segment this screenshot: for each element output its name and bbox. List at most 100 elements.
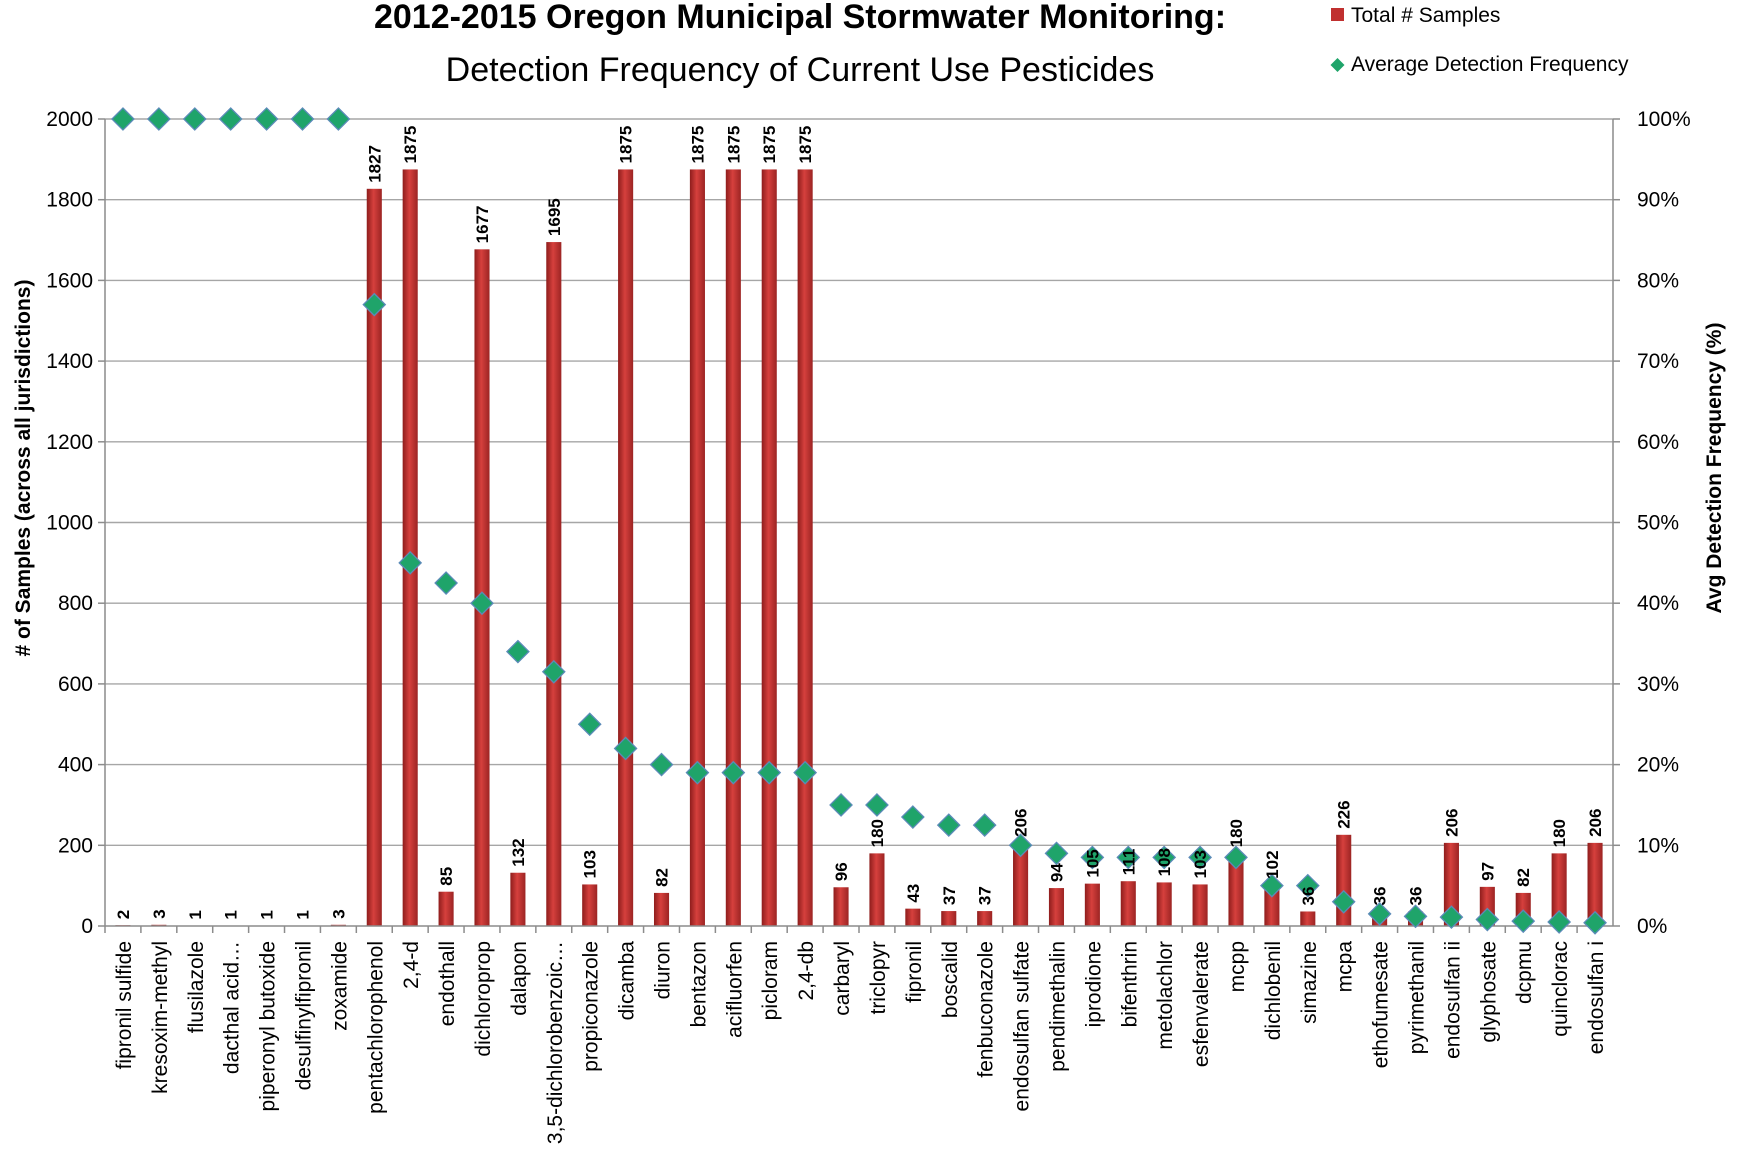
bar-data-label: 43	[904, 884, 923, 903]
x-category-label: pendimethalin	[1046, 941, 1069, 1072]
bar-data-label: 3	[329, 909, 348, 918]
bar-data-label: 3	[150, 909, 169, 918]
y-tick-label: 1400	[46, 350, 93, 373]
bar-data-label: 85	[437, 867, 456, 886]
bar	[474, 249, 490, 926]
x-category-label: endosulfan i	[1585, 941, 1608, 1054]
x-category-label: 2,4-db	[795, 941, 818, 1001]
bar	[1587, 842, 1603, 926]
x-category-label: fipronil	[903, 941, 926, 1003]
frequency-marker	[111, 107, 135, 131]
frequency-marker	[829, 793, 853, 817]
frequency-marker	[1188, 845, 1213, 870]
x-category-label: pentachlorophenol	[364, 941, 387, 1114]
x-category-label: flusilazole	[185, 941, 208, 1033]
x-axis-labels: fipronil sulfide kresoxim-methyl flusilazo…	[113, 941, 1608, 1144]
frequency-marker	[649, 752, 674, 777]
bar	[1156, 882, 1172, 926]
x-category-label: propiconazole	[580, 941, 603, 1072]
bar-data-label: 97	[1478, 862, 1497, 881]
bar	[797, 169, 813, 926]
chart-title: 2012-2015 Oregon Municipal Stormwater Mo…	[374, 0, 1226, 36]
bar-data-label: 105	[1083, 849, 1102, 877]
bar	[510, 872, 526, 926]
bar-data-label: 111	[1119, 849, 1138, 876]
x-category-label: mcpp	[1226, 941, 1249, 992]
y2-tick-label: 60%	[1637, 431, 1679, 454]
bar-data-label: 94	[1047, 863, 1066, 882]
gridlines	[98, 118, 1620, 927]
bar-data-label: 1875	[617, 126, 636, 164]
bar-data-label: 1	[222, 910, 241, 919]
bar	[653, 892, 670, 926]
bar	[1551, 853, 1567, 926]
legend-label-samples: Total # Samples	[1351, 4, 1500, 27]
y-tick-label: 400	[58, 754, 93, 777]
bar	[1264, 884, 1280, 926]
frequency-marker	[1259, 873, 1284, 898]
bar	[366, 188, 382, 927]
x-category-label: boscalid	[939, 941, 962, 1018]
bar	[438, 891, 454, 926]
frequency-marker	[1080, 845, 1105, 870]
frequency-marker	[1439, 905, 1464, 930]
chart-subtitle: Detection Frequency of Current Use Pesti…	[446, 51, 1155, 89]
bar	[1120, 881, 1136, 926]
bar-data-label: 206	[1442, 809, 1461, 837]
x-category-label: dalapon	[508, 941, 531, 1016]
x-category-label: glyphosate	[1477, 941, 1500, 1043]
bar-data-label: 82	[653, 868, 672, 887]
bar-data-label: 132	[509, 838, 528, 866]
frequency-marker	[218, 107, 243, 131]
x-category-label: kresoxim-methyl	[149, 941, 172, 1094]
y-tick-label: 0	[81, 915, 93, 938]
bar	[1084, 883, 1100, 926]
y2-tick-label: 10%	[1637, 834, 1679, 857]
frequency-marker	[290, 107, 315, 131]
frequency-marker	[326, 107, 351, 131]
bar-data-label: 180	[1227, 819, 1246, 847]
x-category-label: zoxamide	[328, 941, 351, 1031]
frequency-marker	[1224, 845, 1248, 870]
bar-data-label: 1875	[760, 126, 779, 164]
bar-data-label: 206	[1012, 809, 1031, 837]
bar	[689, 169, 705, 926]
x-category-label: esfenvalerate	[1190, 941, 1213, 1067]
bar-data-label: 36	[1407, 887, 1426, 906]
x-category-label: ethofumesate	[1370, 941, 1393, 1068]
frequency-marker	[1547, 910, 1572, 934]
bar	[1192, 884, 1208, 926]
y2-tick-label: 90%	[1637, 189, 1679, 212]
bar-data-label: 1875	[688, 126, 707, 164]
bar	[977, 911, 993, 926]
x-category-label: 3,5-dichlorobenzoic…	[544, 941, 567, 1144]
bar	[1048, 888, 1065, 926]
y2-tick-label: 80%	[1637, 269, 1679, 292]
bar-series	[115, 169, 1603, 927]
x-category-label: pyrimethanil	[1406, 941, 1429, 1054]
y2-axis-ticks: 0% 10% 20% 30% 40% 50% 60% 70% 80% 90% 100%	[1637, 108, 1691, 938]
axes	[104, 119, 1614, 933]
x-category-label: carbaryl	[831, 941, 854, 1016]
legend-marker-frequency	[1330, 58, 1345, 72]
y2-axis-label: Avg Detection Frequency (%)	[1703, 323, 1726, 614]
bar-data-label: 1677	[473, 206, 492, 244]
frequency-marker	[1044, 841, 1069, 866]
bar	[941, 911, 957, 926]
x-category-label: diuron	[652, 941, 675, 999]
frequency-marker	[1152, 845, 1177, 870]
x-category-label: desulfinylfipronil	[292, 941, 315, 1090]
bar-data-label: 180	[1550, 819, 1569, 847]
y2-tick-label: 30%	[1637, 673, 1679, 696]
bar-data-label: 1	[258, 910, 277, 919]
bar-data-label: 96	[832, 862, 851, 881]
y2-tick-label: 100%	[1637, 108, 1691, 131]
x-category-label: bentazon	[687, 941, 710, 1027]
frequency-marker	[505, 639, 530, 664]
y2-tick-label: 40%	[1637, 592, 1679, 615]
frequency-marker	[146, 107, 171, 131]
bar-data-label: 1	[293, 910, 312, 919]
frequency-marker	[613, 736, 638, 761]
bar	[546, 242, 562, 926]
